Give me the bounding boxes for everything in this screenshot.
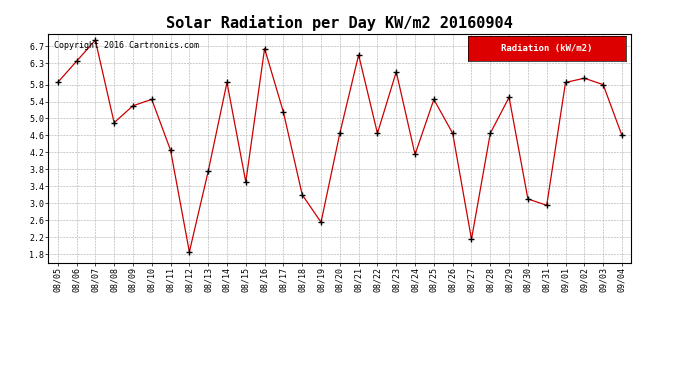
Title: Solar Radiation per Day KW/m2 20160904: Solar Radiation per Day KW/m2 20160904 — [166, 15, 513, 31]
Text: Copyright 2016 Cartronics.com: Copyright 2016 Cartronics.com — [54, 40, 199, 50]
